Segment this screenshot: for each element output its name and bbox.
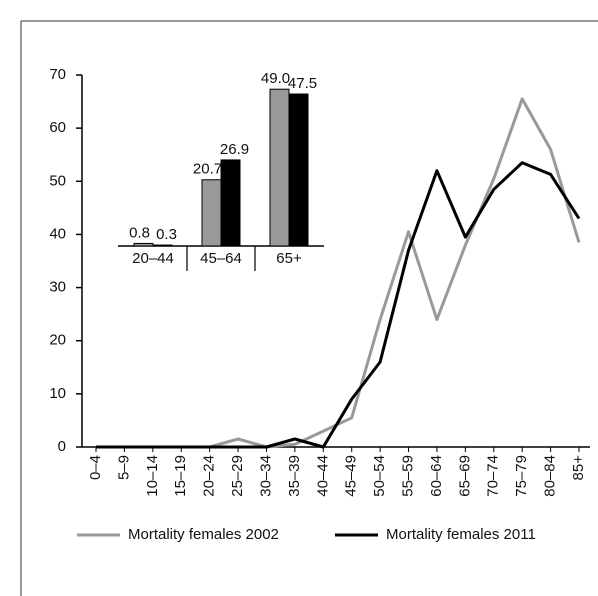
inset-bar	[288, 93, 309, 247]
legend-label: Mortality females 2002	[128, 526, 279, 543]
x-tick-label: 70–74	[485, 455, 502, 497]
x-tick-label: 45–49	[343, 455, 360, 497]
x-tick-label: 35–39	[286, 455, 303, 497]
inset-bar	[201, 179, 222, 247]
inset-bar	[133, 242, 154, 247]
inset-value-label: 47.5	[288, 75, 317, 92]
x-tick-label: 50–54	[371, 455, 388, 497]
x-tick-label: 0–4	[87, 455, 104, 480]
y-tick-label: 20	[49, 332, 66, 349]
inset-category-label: 45–64	[200, 250, 242, 267]
y-tick-label: 30	[49, 279, 66, 296]
x-tick-label: 75–79	[513, 455, 530, 497]
y-tick-label: 70	[49, 66, 66, 83]
x-tick-label: 40–44	[314, 455, 331, 497]
x-tick-label: 20–24	[201, 455, 218, 497]
inset-value-label: 26.9	[220, 141, 249, 158]
inset-value-label: 49.0	[261, 70, 290, 87]
inset-value-label: 20.7	[193, 161, 222, 178]
data-line	[96, 161, 581, 449]
inset-bar	[220, 159, 241, 247]
x-tick-label: 30–34	[257, 455, 274, 497]
x-tick-label: 15–19	[172, 455, 189, 497]
data-line	[96, 97, 581, 449]
inset-category-label: 65+	[276, 250, 302, 267]
x-tick-label: 10–14	[144, 455, 161, 497]
x-tick-label: 60–64	[428, 455, 445, 497]
y-tick-label: 0	[58, 438, 66, 455]
legend-label: Mortality females 2011	[386, 526, 536, 543]
y-tick-label: 60	[49, 119, 66, 136]
y-tick-label: 40	[49, 225, 66, 242]
y-tick-label: 50	[49, 172, 66, 189]
x-tick-label: 25–29	[229, 455, 246, 497]
x-tick-label: 55–59	[399, 455, 416, 497]
inset-value-label: 0.3	[156, 226, 177, 243]
inset-value-label: 0.8	[129, 224, 150, 241]
x-tick-label: 85+	[570, 455, 587, 481]
inset-category-label: 20–44	[132, 250, 174, 267]
inset-bar	[269, 88, 290, 247]
y-tick-label: 10	[49, 385, 66, 402]
x-tick-label: 5–9	[115, 455, 132, 480]
x-tick-label: 65–69	[456, 455, 473, 497]
x-tick-label: 80–84	[542, 455, 559, 497]
inset-bar	[152, 244, 173, 247]
